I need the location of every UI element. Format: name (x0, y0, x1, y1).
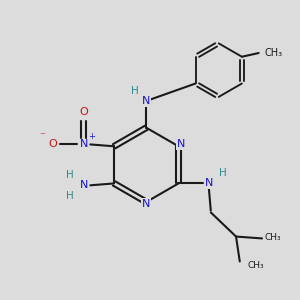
Text: H: H (66, 170, 74, 180)
Text: H: H (66, 191, 74, 201)
Text: O: O (79, 107, 88, 117)
Text: CH₃: CH₃ (264, 48, 282, 58)
Text: H: H (219, 168, 227, 178)
Text: N: N (142, 199, 151, 209)
Text: CH₃: CH₃ (248, 261, 265, 270)
Text: ⁻: ⁻ (39, 131, 45, 141)
Text: +: + (88, 132, 95, 141)
Text: CH₃: CH₃ (265, 233, 281, 242)
Text: H: H (130, 85, 138, 96)
Text: N: N (205, 178, 213, 188)
Text: N: N (142, 96, 151, 106)
Text: N: N (80, 140, 88, 149)
Text: N: N (176, 139, 185, 149)
Text: O: O (49, 140, 58, 149)
Text: N: N (80, 180, 88, 190)
